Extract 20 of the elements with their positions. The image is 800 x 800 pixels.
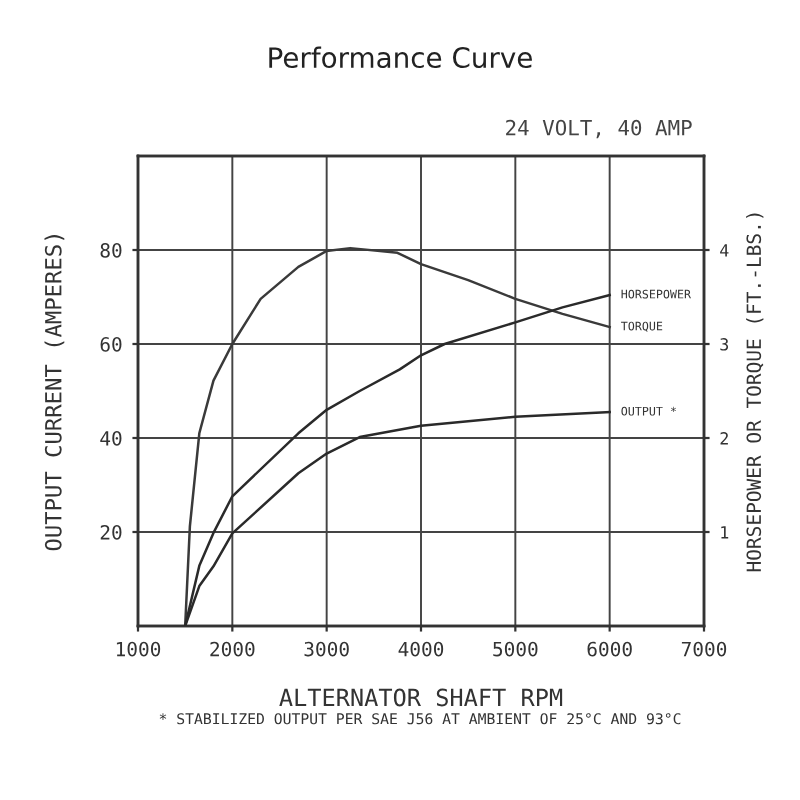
y-tick-label: 40 [100,431,122,446]
chart-title: Performance Curve [269,46,532,69]
y2-tick-label: 4 [720,244,729,257]
x-axis-title: ALTERNATOR SHAFT RPM [279,688,563,707]
x-tick-label: 4000 [398,641,444,657]
y2-tick-label: 1 [721,526,729,539]
y-tick-label: 20 [100,525,122,540]
x-tick-label: 2000 [210,641,255,657]
x-tick-label: 7000 [681,641,727,657]
y2-tick-label: 2 [720,432,728,445]
x-tick-label: 5000 [493,641,538,657]
x-tick-label: 3000 [304,641,349,657]
x-tick-label: 1000 [116,641,161,657]
y-axis-title: OUTPUT CURRENT (AMPERES) [44,235,65,551]
y2-axis-title: HORSEPOWER OR TORQUE (FT.-LBS.) [746,213,764,572]
x-tick-label: 6000 [587,641,632,657]
y-tick-label: 60 [100,337,122,352]
chart-subtitle: 24 VOLT, 40 AMP [506,119,692,139]
y2-tick-label: 3 [720,338,729,351]
y-tick-label: 80 [100,243,122,258]
